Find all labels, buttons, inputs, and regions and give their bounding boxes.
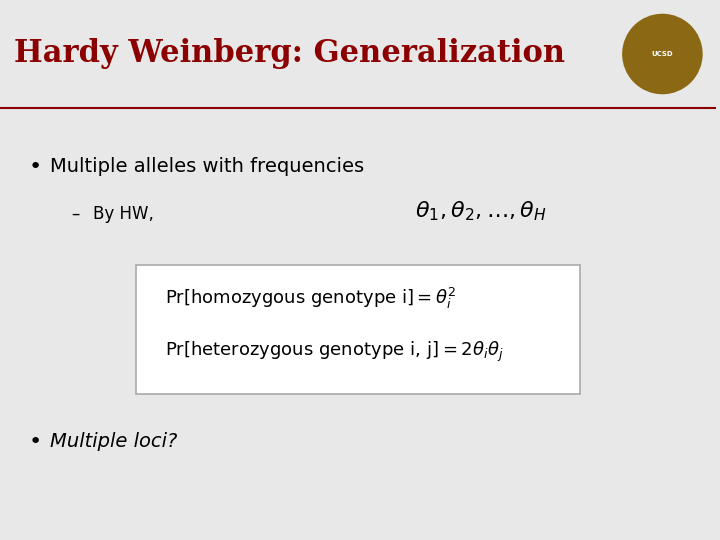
Text: $\mathrm{Pr[homozygous\ genotype\ i]} = \theta_i^2$: $\mathrm{Pr[homozygous\ genotype\ i]} = … <box>165 286 456 312</box>
FancyBboxPatch shape <box>136 265 580 394</box>
Text: UCSD: UCSD <box>652 51 673 57</box>
Text: –: – <box>71 205 80 223</box>
Circle shape <box>624 15 701 93</box>
Text: By HW,: By HW, <box>93 205 154 223</box>
Text: Multiple alleles with frequencies: Multiple alleles with frequencies <box>50 157 364 176</box>
Text: $\mathrm{Pr[heterozygous\ genotype\ i,\,j]} = 2\theta_i\theta_j$: $\mathrm{Pr[heterozygous\ genotype\ i,\,… <box>165 340 503 364</box>
Text: •: • <box>29 157 42 177</box>
FancyBboxPatch shape <box>0 0 716 86</box>
Text: $\theta_1, \theta_2, \ldots, \theta_H$: $\theta_1, \theta_2, \ldots, \theta_H$ <box>415 200 546 224</box>
Text: Hardy Weinberg: Generalization: Hardy Weinberg: Generalization <box>14 38 565 69</box>
Text: •: • <box>29 432 42 452</box>
Text: Multiple loci?: Multiple loci? <box>50 432 177 451</box>
